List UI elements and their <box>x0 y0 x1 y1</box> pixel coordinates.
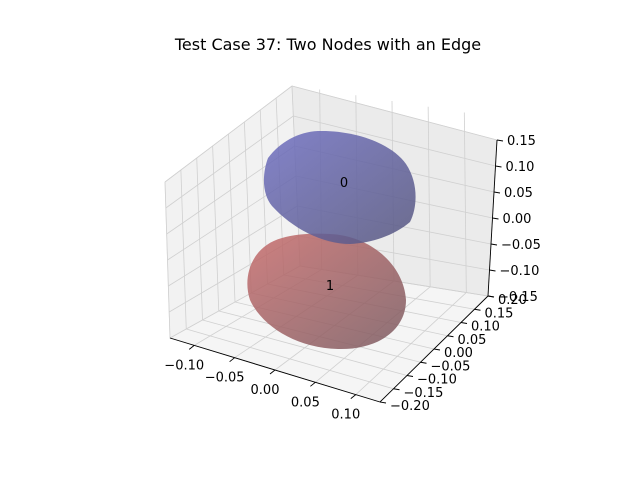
x-tick-mark <box>350 394 357 399</box>
node-label-0: 0 <box>340 176 348 191</box>
z-tick-label: 0.00 <box>503 212 532 227</box>
y-tick-mark <box>379 401 387 404</box>
x-tick-mark <box>310 381 316 387</box>
z-tick-mark <box>496 139 504 142</box>
y-tick-mark <box>433 348 441 351</box>
y-tick-label: −0.05 <box>431 359 471 374</box>
y-tick-mark <box>447 335 454 338</box>
y-tick-mark <box>474 308 481 311</box>
x-tick-mark <box>188 345 195 350</box>
y-tick-mark <box>460 322 468 324</box>
z-tick-mark <box>490 243 498 246</box>
z-gridline-left <box>164 85 293 183</box>
x-ticks: −0.10−0.05 0.00 0.05 0.10 <box>164 345 360 423</box>
y-gridline <box>202 319 408 376</box>
y-ticks: −0.20−0.15−0.10−0.050.000.050.100.150.20 <box>379 293 527 414</box>
z-tick-label: 0.15 <box>507 134 536 149</box>
y-tick-label: 0.15 <box>485 306 514 321</box>
y-tick-mark <box>420 361 427 364</box>
z-tick-mark <box>492 217 499 220</box>
z-tick-label: −0.15 <box>498 290 538 305</box>
z-tick-mark <box>487 295 495 298</box>
z-gridline-back <box>293 115 496 167</box>
x-tick-label: 0.05 <box>291 395 320 410</box>
z-gridline-left <box>168 205 298 287</box>
z-ticks: −0.15 −0.10 −0.05 0.00 0.05 0.10 0.15 <box>487 134 541 305</box>
z-tick-label: 0.10 <box>506 160 535 175</box>
y-tick-label: 0.10 <box>471 320 500 335</box>
z-tick-label: −0.10 <box>500 264 540 279</box>
y-gridline <box>186 328 394 390</box>
z-tick-label: 0.05 <box>504 186 533 201</box>
node-sphere-1 <box>247 233 406 350</box>
x-gridline-back <box>463 112 467 293</box>
y-tick-label: −0.15 <box>404 386 444 401</box>
z-tick-label: −0.05 <box>501 238 541 253</box>
y-tick-mark <box>406 375 414 377</box>
x-tick-label: 0.10 <box>331 408 360 423</box>
y-tick-label: 0.20 <box>498 293 527 308</box>
x-tick-label: 0.00 <box>251 383 280 398</box>
z-gridline-left <box>165 115 294 209</box>
x-gridline-back <box>427 106 431 287</box>
chart-title: Test Case 37: Two Nodes with an Edge <box>174 35 481 54</box>
z-tick-mark <box>489 269 496 272</box>
z-tick-mark <box>493 191 501 194</box>
y-tick-label: −0.10 <box>417 373 457 388</box>
z-tick-mark <box>495 165 502 168</box>
y-tick-label: 0.05 <box>458 333 487 348</box>
z-gridline-back <box>291 85 498 141</box>
x-tick-label: −0.10 <box>164 358 204 373</box>
y-tick-label: −0.20 <box>390 399 430 414</box>
x-tick-label: −0.05 <box>205 371 245 386</box>
y-tick-label: 0.00 <box>444 346 473 361</box>
x-tick-mark <box>229 357 235 363</box>
node-sphere-0 <box>263 130 416 244</box>
x-tick-mark <box>269 369 276 375</box>
y-tick-mark <box>393 388 400 391</box>
node-label-1: 1 <box>326 279 334 294</box>
